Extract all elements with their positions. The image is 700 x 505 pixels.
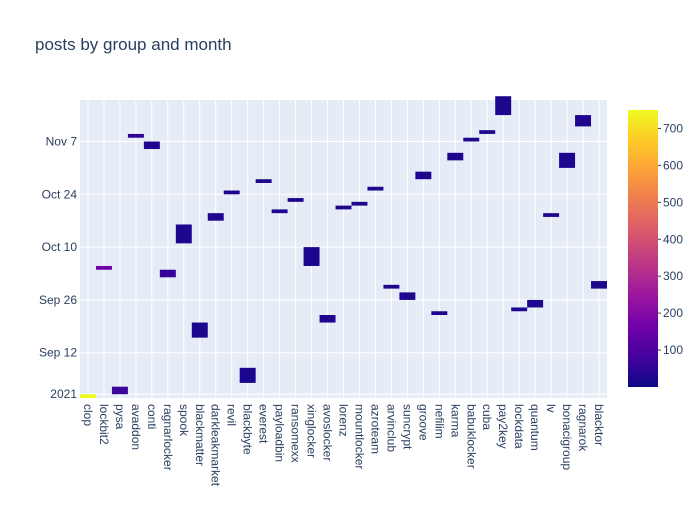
y-tick-label: Sep 26	[39, 293, 77, 307]
heatmap-cell-mountlocker[interactable]	[351, 201, 368, 206]
heatmap-cell-revil[interactable]	[223, 190, 240, 195]
x-tick-label: cuba	[480, 404, 494, 430]
x-tick-label: payloadbin	[273, 404, 287, 462]
chart-title: posts by group and month	[35, 35, 232, 54]
heatmap-cell-karma[interactable]	[447, 152, 464, 161]
heatmap-cell-conti[interactable]	[143, 141, 160, 150]
heatmap-cell-avaddon[interactable]	[127, 133, 144, 138]
x-tick-label: everest	[257, 404, 271, 444]
heatmap-cell-lockbit2[interactable]	[95, 265, 112, 270]
heatmap-cell-blackmatter[interactable]	[191, 322, 208, 338]
heatmap-cell-everest[interactable]	[255, 179, 272, 183]
heatmap-cell-darkleakmarket[interactable]	[207, 213, 224, 221]
heatmap-cell-blacktor[interactable]	[591, 281, 607, 289]
heatmap-cell-quantum[interactable]	[527, 299, 544, 308]
y-tick-label: 2021	[50, 387, 77, 401]
x-tick-label: ragnarlocker	[161, 404, 175, 471]
colorbar-tick-label: 300	[663, 269, 683, 283]
heatmap-cell-lockdata[interactable]	[511, 307, 528, 312]
heatmap-cell-payloadbin[interactable]	[271, 209, 288, 214]
heatmap-cell-cuba[interactable]	[479, 130, 496, 134]
x-tick-label: darkleakmarket	[209, 404, 223, 487]
x-tick-label: pay2key	[496, 404, 510, 449]
colorbar-tick-label: 100	[663, 343, 683, 357]
heatmap-cell-ragnarok[interactable]	[575, 115, 592, 127]
heatmap-cell-pay2key[interactable]	[495, 96, 512, 116]
x-tick-label: quantum	[528, 404, 542, 451]
x-tick-label: revil	[225, 404, 239, 426]
heatmap-cell-avoslocker[interactable]	[319, 315, 336, 323]
colorbar-tick-label: 200	[663, 306, 683, 320]
heatmap-cell-pysa[interactable]	[111, 386, 128, 395]
heatmap-cell-xinglocker[interactable]	[303, 247, 320, 266]
x-tick-label: xinglocker	[305, 404, 319, 458]
colorbar	[628, 110, 658, 387]
y-tick-label: Oct 10	[42, 240, 78, 254]
x-tick-label: karma	[448, 404, 462, 438]
y-tick-label: Sep 12	[39, 346, 77, 360]
colorbar-tick-label: 600	[663, 158, 683, 172]
heatmap-cell-ragnarlocker[interactable]	[159, 269, 176, 278]
heatmap-cell-suncrypt[interactable]	[399, 292, 416, 300]
x-tick-label: arvinclub	[384, 404, 398, 452]
x-tick-label: lorenz	[337, 404, 351, 437]
heatmap-cell-lorenz[interactable]	[335, 205, 352, 210]
x-tick-label: spook	[177, 404, 191, 437]
heatmap-cell-blackbyte[interactable]	[239, 367, 256, 383]
x-tick-label: nefilim	[432, 404, 446, 439]
x-tick-label: lv	[544, 404, 558, 413]
x-tick-label: avoslocker	[321, 404, 335, 461]
x-tick-label: pysa	[113, 404, 127, 430]
heatmap-cell-spook[interactable]	[175, 224, 192, 244]
x-tick-label: mountlocker	[352, 404, 366, 469]
heatmap-cell-bonacigroup[interactable]	[559, 152, 576, 168]
y-tick-label: Nov 7	[46, 134, 78, 148]
x-tick-label: lockdata	[512, 404, 526, 449]
heatmap-cell-lv[interactable]	[543, 213, 560, 217]
x-tick-label: avaddon	[129, 404, 143, 450]
colorbar-tick-label: 400	[663, 232, 683, 246]
x-tick-label: lockbit2	[97, 404, 111, 445]
x-tick-label: blackmatter	[193, 404, 207, 466]
x-tick-label: ransomexx	[289, 404, 303, 463]
x-tick-label: bonacigroup	[560, 404, 574, 470]
x-tick-label: blackbyte	[241, 404, 255, 455]
x-tick-label: clop	[81, 404, 95, 426]
x-tick-label: conti	[145, 404, 159, 429]
heatmap-cell-clop[interactable]	[80, 394, 96, 398]
heatmap-cell-nefilim[interactable]	[431, 311, 448, 316]
heatmap-cell-azroteam[interactable]	[367, 186, 384, 191]
colorbar-tick-label: 500	[663, 195, 683, 209]
heatmap-cell-ransomexx[interactable]	[287, 198, 304, 202]
heatmap-cell-babuklocker[interactable]	[463, 137, 480, 142]
colorbar-tick-label: 700	[663, 121, 683, 135]
heatmap-cell-groove[interactable]	[415, 171, 432, 180]
x-tick-label: ragnarok	[576, 404, 590, 452]
x-tick-label: blacktor	[592, 404, 606, 446]
x-tick-label: babuklocker	[464, 404, 478, 469]
x-tick-label: azroteam	[368, 404, 382, 454]
x-tick-label: groove	[416, 404, 430, 441]
heatmap-cell-arvinclub[interactable]	[383, 284, 400, 289]
x-tick-label: suncrypt	[400, 404, 414, 450]
y-tick-label: Oct 24	[42, 187, 78, 201]
